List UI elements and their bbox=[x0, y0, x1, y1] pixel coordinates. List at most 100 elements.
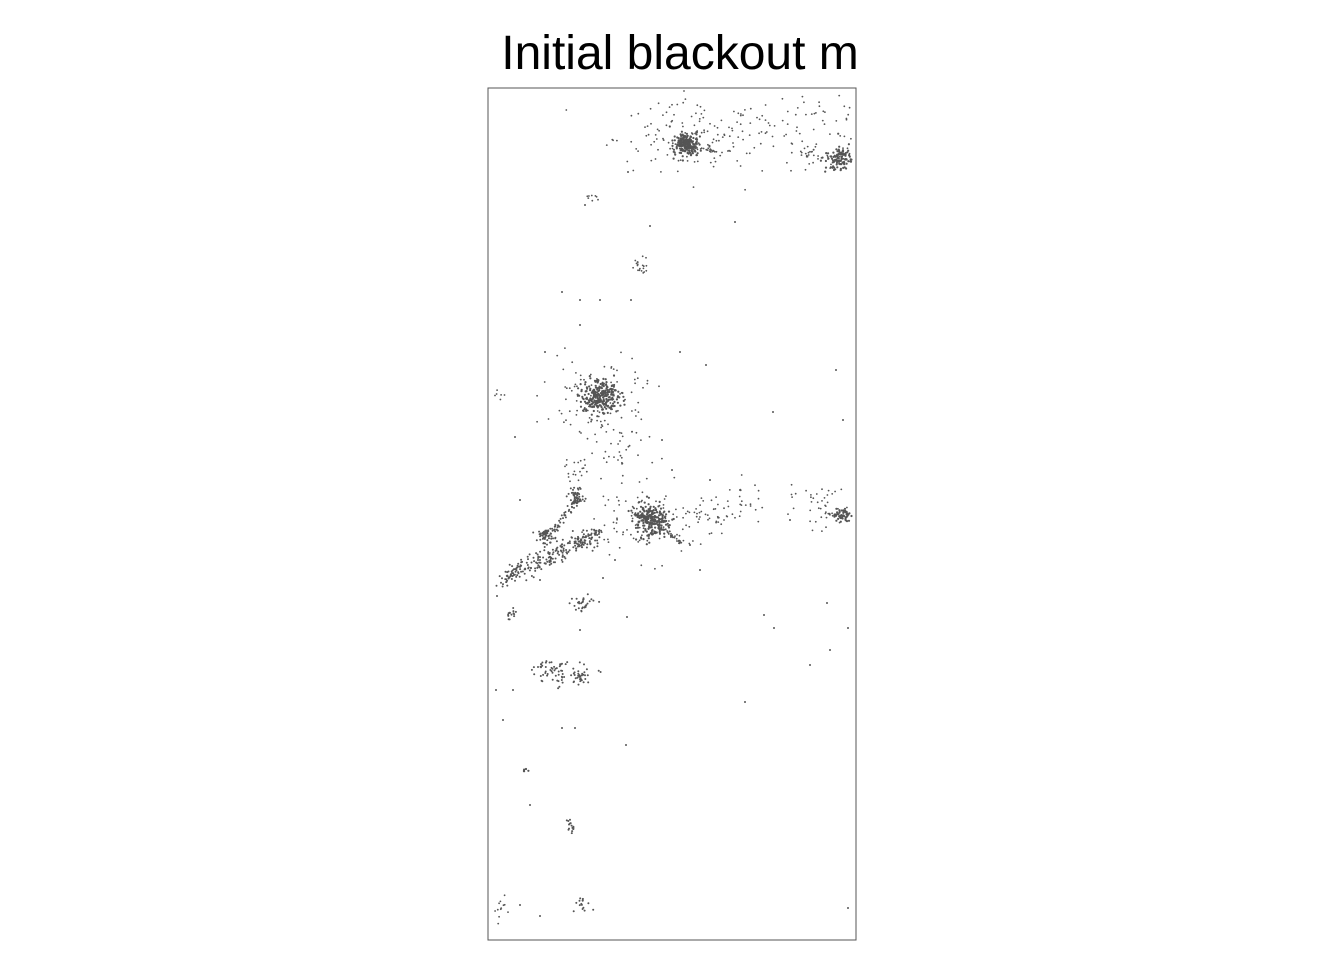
outage-point bbox=[596, 399, 600, 403]
outage-point bbox=[548, 534, 551, 537]
outage-point bbox=[565, 551, 568, 554]
outage-point bbox=[604, 384, 607, 386]
outage-point bbox=[606, 405, 609, 408]
outage-point bbox=[565, 495, 568, 498]
outage-point bbox=[581, 543, 584, 546]
outage-point bbox=[540, 568, 543, 571]
outage-point bbox=[584, 204, 586, 206]
outage-point bbox=[665, 495, 667, 497]
outage-point bbox=[817, 507, 820, 510]
outage-point bbox=[843, 166, 846, 169]
outage-point bbox=[673, 113, 675, 116]
outage-point bbox=[660, 521, 663, 524]
outage-point bbox=[672, 536, 675, 539]
outage-point bbox=[548, 661, 551, 664]
outage-point bbox=[543, 562, 546, 565]
outage-point bbox=[834, 168, 837, 171]
outage-point bbox=[827, 156, 829, 158]
outage-point bbox=[610, 381, 612, 384]
outage-point bbox=[645, 520, 649, 523]
outage-point bbox=[607, 541, 610, 543]
outage-point bbox=[749, 505, 752, 507]
outage-point bbox=[575, 504, 578, 507]
outage-point bbox=[590, 413, 593, 416]
outage-point bbox=[603, 365, 606, 368]
outage-point bbox=[505, 578, 508, 581]
outage-point bbox=[757, 489, 760, 492]
outage-point bbox=[514, 579, 516, 582]
outage-point bbox=[690, 150, 694, 153]
outage-point bbox=[848, 106, 851, 109]
outage-point bbox=[694, 132, 696, 135]
outage-point bbox=[607, 390, 610, 392]
outage-point bbox=[640, 439, 642, 441]
outage-point bbox=[513, 615, 516, 618]
outage-point bbox=[543, 546, 546, 548]
outage-point bbox=[506, 584, 509, 587]
outage-point bbox=[696, 512, 698, 515]
outage-point bbox=[635, 262, 638, 265]
outage-point bbox=[536, 394, 538, 397]
outage-point bbox=[576, 545, 579, 548]
outage-point bbox=[667, 510, 671, 513]
outage-point bbox=[588, 195, 590, 197]
outage-point bbox=[591, 199, 594, 202]
outage-point bbox=[685, 142, 688, 146]
outage-point bbox=[813, 112, 816, 115]
outage-point bbox=[574, 498, 577, 501]
outage-point bbox=[558, 685, 561, 688]
outage-point bbox=[494, 394, 496, 397]
outage-point bbox=[509, 611, 511, 614]
outage-point bbox=[500, 581, 502, 584]
outage-point bbox=[582, 410, 585, 412]
outage-point bbox=[634, 512, 636, 515]
outage-point bbox=[579, 498, 582, 501]
outage-point bbox=[617, 409, 619, 412]
outage-point bbox=[616, 496, 618, 498]
outage-point bbox=[584, 497, 587, 500]
outage-point bbox=[594, 394, 597, 397]
outage-point bbox=[573, 674, 576, 676]
outage-point bbox=[684, 98, 687, 100]
outage-point bbox=[599, 420, 602, 423]
outage-point bbox=[838, 145, 841, 148]
outage-point bbox=[687, 142, 690, 145]
outage-point bbox=[707, 518, 709, 521]
outage-point bbox=[637, 541, 640, 543]
outage-point bbox=[654, 158, 657, 160]
outage-point bbox=[680, 550, 683, 552]
outage-point bbox=[611, 393, 614, 396]
outage-point bbox=[616, 517, 618, 520]
outage-point bbox=[739, 114, 742, 117]
outage-point bbox=[804, 152, 807, 155]
outage-point bbox=[566, 661, 569, 664]
outage-point bbox=[771, 135, 774, 138]
outage-point bbox=[839, 135, 842, 137]
outage-point bbox=[615, 522, 618, 524]
outage-point bbox=[544, 670, 547, 673]
outage-point bbox=[579, 500, 582, 502]
outage-point bbox=[732, 142, 734, 144]
outage-point bbox=[812, 148, 815, 151]
outage-point bbox=[663, 528, 665, 531]
outage-point bbox=[574, 727, 576, 729]
outage-point bbox=[539, 556, 541, 559]
outage-point bbox=[584, 381, 587, 384]
outage-point bbox=[596, 545, 599, 548]
outage-point bbox=[591, 390, 594, 393]
outage-point bbox=[690, 153, 693, 156]
outage-point bbox=[697, 142, 700, 145]
outage-point bbox=[641, 506, 644, 509]
outage-point bbox=[833, 515, 836, 518]
outage-point bbox=[804, 168, 807, 171]
outage-point bbox=[814, 520, 817, 523]
outage-point bbox=[609, 398, 612, 401]
outage-point bbox=[583, 378, 585, 381]
outage-point bbox=[740, 474, 743, 476]
outage-point bbox=[604, 393, 607, 396]
outage-point bbox=[655, 508, 658, 511]
outage-point bbox=[604, 450, 607, 453]
outage-point bbox=[650, 524, 652, 527]
outage-point bbox=[662, 139, 665, 142]
outage-point bbox=[649, 521, 652, 524]
